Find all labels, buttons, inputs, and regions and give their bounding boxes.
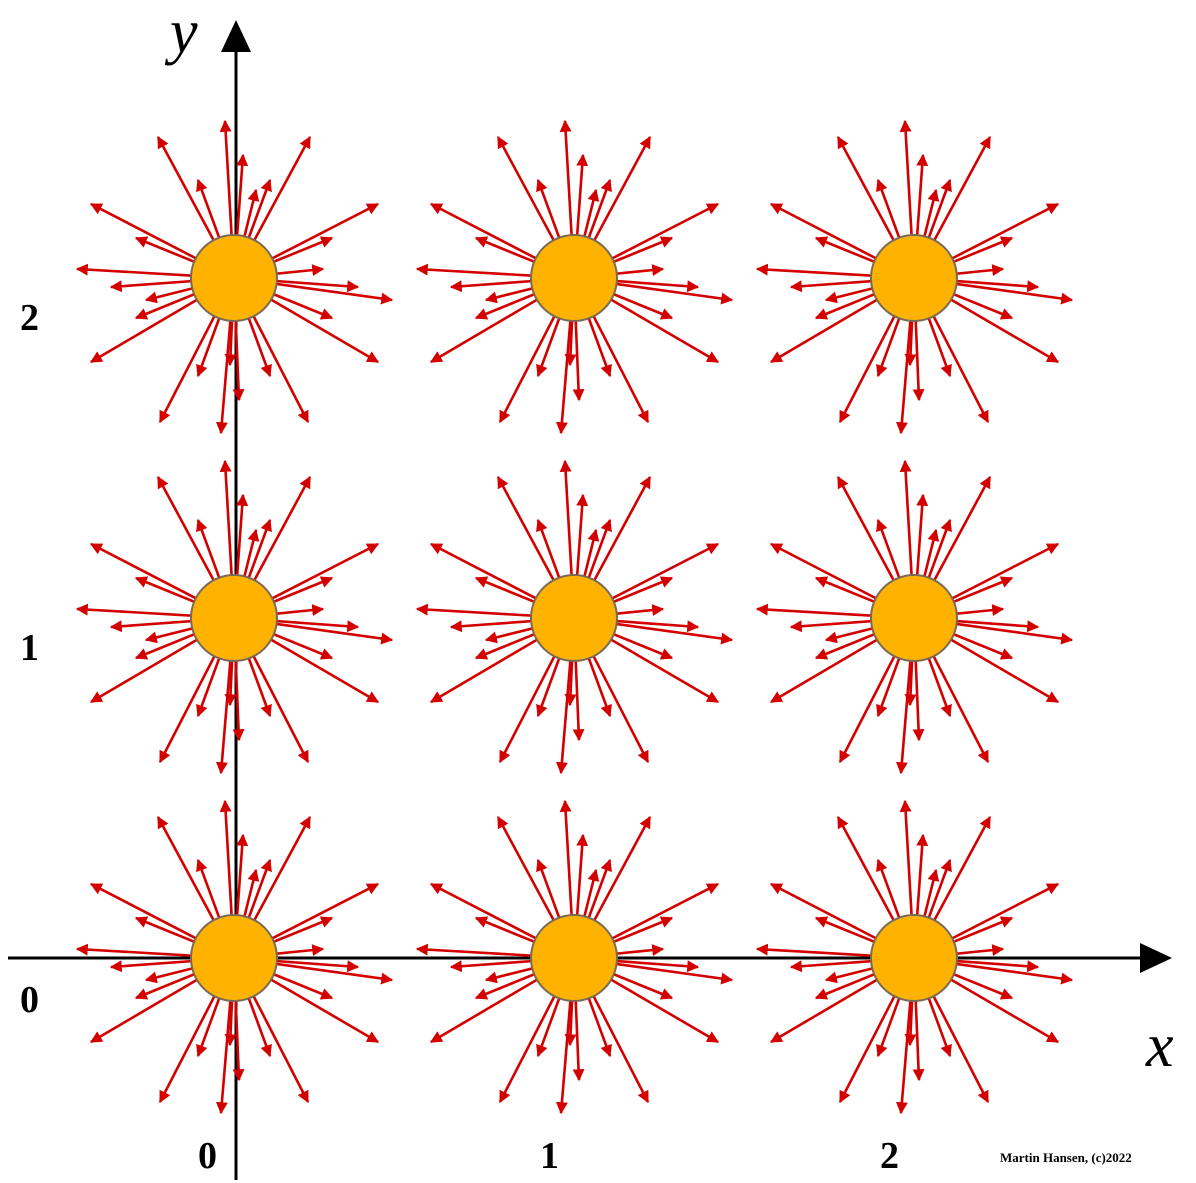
x-tick-label-0: 0 (198, 1135, 217, 1177)
ray-arrow (250, 626, 380, 704)
ray-arrow (429, 626, 558, 704)
lattice-node (530, 234, 618, 322)
x-tick-label-2: 2 (880, 1135, 899, 1177)
x-axis-arrowhead (1140, 943, 1172, 973)
ray-arrow (590, 966, 720, 1044)
ray-arrow (769, 966, 898, 1044)
lattice-node (190, 914, 278, 1002)
ray-group (415, 799, 734, 1115)
lattice-node (190, 574, 278, 662)
y-axis-title: y (164, 0, 198, 66)
ray-arrow (250, 286, 380, 364)
x-tick-label-1: 1 (540, 1135, 559, 1177)
ray-arrow (89, 626, 218, 704)
ray-arrow (429, 966, 558, 1044)
lattice-node (870, 574, 958, 662)
ray-arrow (769, 286, 898, 364)
credit-text: Martin Hansen, (c)2022 (1000, 1150, 1132, 1165)
ray-arrow (89, 286, 218, 364)
ray-arrow (590, 286, 720, 364)
ray-arrow (930, 966, 1060, 1044)
x-axis-title: x (1145, 1012, 1174, 1080)
y-tick-label-1: 1 (20, 627, 39, 669)
lattice-node (530, 574, 618, 662)
ray-arrow (930, 626, 1060, 704)
y-tick-label-2: 2 (20, 297, 39, 339)
ray-arrow (590, 626, 720, 704)
ray-group (415, 119, 734, 435)
lattice-node (870, 234, 958, 322)
ray-arrow (429, 286, 558, 364)
lattice-node (190, 234, 278, 322)
y-axis-arrowhead (221, 20, 251, 52)
ray-arrow (250, 966, 380, 1044)
lattice-node (870, 914, 958, 1002)
ray-arrow (769, 626, 898, 704)
lattice-nodes (190, 234, 958, 1002)
ray-arrow (89, 966, 218, 1044)
lattice-node (530, 914, 618, 1002)
ray-arrow (930, 286, 1060, 364)
y-tick-label-0: 0 (20, 979, 39, 1021)
